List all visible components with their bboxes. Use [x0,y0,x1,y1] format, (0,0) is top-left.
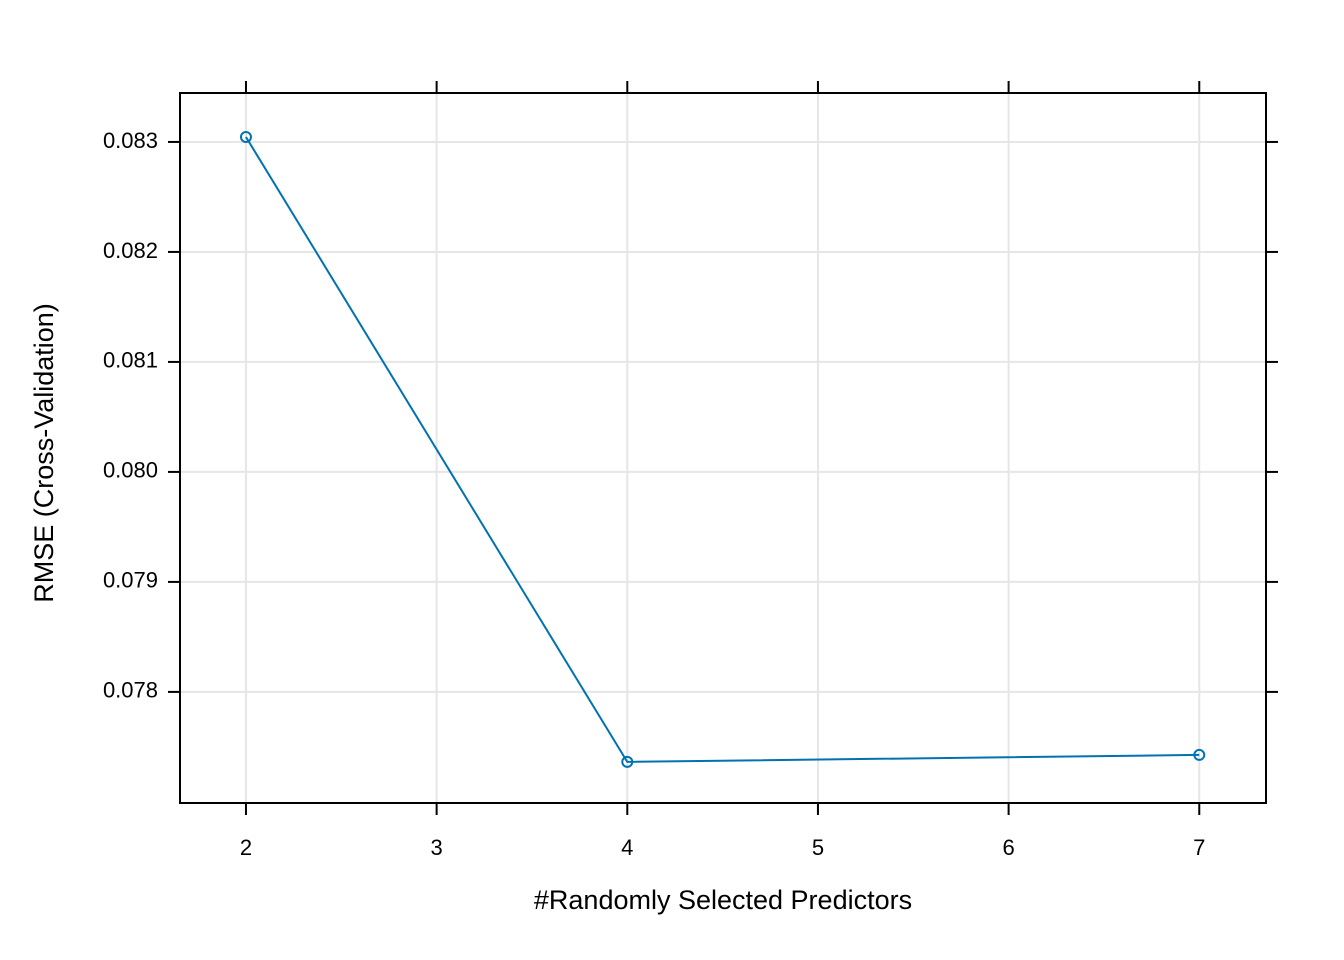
y-tick-label: 0.078 [103,678,158,703]
x-axis-label: #Randomly Selected Predictors [534,885,912,915]
y-tick-label: 0.083 [103,128,158,153]
y-tick-label: 0.082 [103,238,158,263]
x-tick-label: 4 [621,835,633,860]
x-tick-label: 2 [240,835,252,860]
point [1193,748,1206,761]
point [621,755,634,768]
x-tick-label: 6 [1002,835,1014,860]
plot-frame [179,92,1267,804]
x-tick-label: 5 [812,835,824,860]
y-tick-label: 0.079 [103,568,158,593]
y-axis-label: RMSE (Cross-Validation) [29,303,59,603]
x-tick-label: 7 [1193,835,1205,860]
y-tick-label: 0.081 [103,348,158,373]
line [245,136,1200,763]
point [239,130,252,143]
x-tick-label: 3 [431,835,443,860]
y-tick-label: 0.080 [103,458,158,483]
